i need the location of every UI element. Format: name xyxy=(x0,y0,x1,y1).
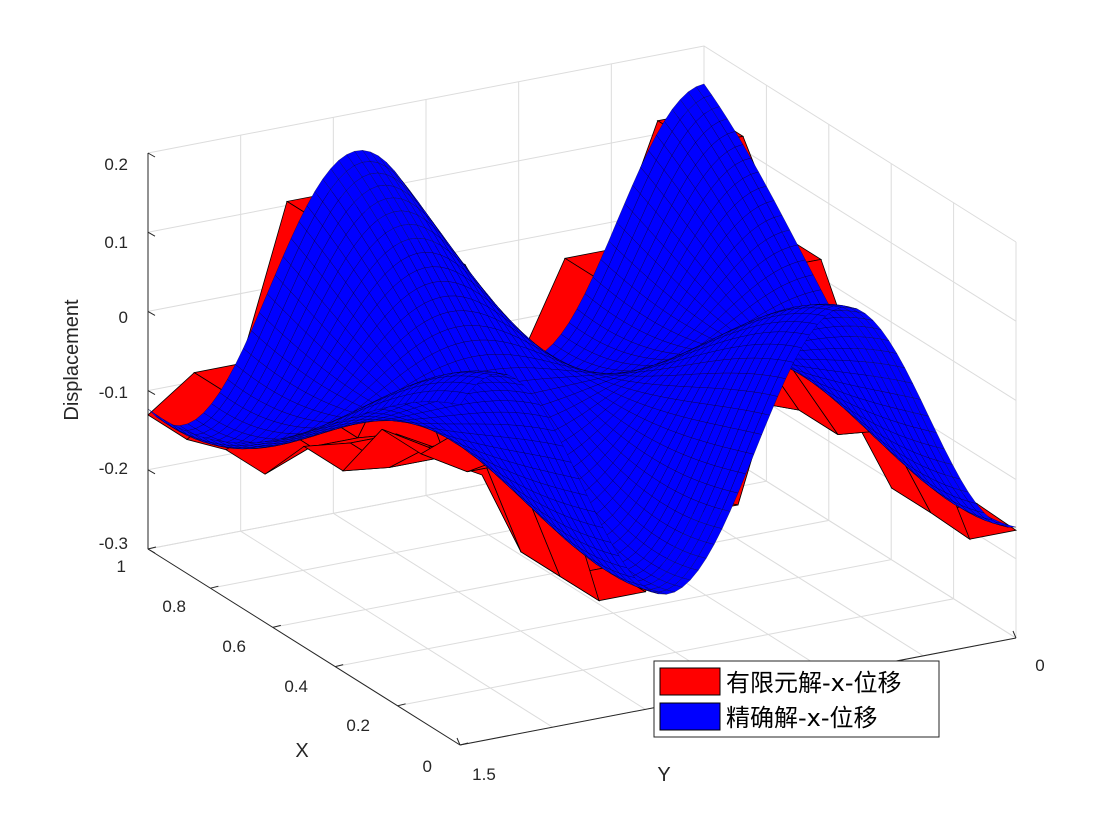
x-tick-mark xyxy=(147,546,157,550)
z-tick-label: 0.2 xyxy=(104,155,128,174)
z-tick-mark xyxy=(147,548,156,554)
x-tick-label: 0.2 xyxy=(346,716,370,735)
legend-label-exact: 精确解-x-位移 xyxy=(726,704,878,732)
x-tick-mark xyxy=(210,585,219,589)
legend-swatch-exact xyxy=(659,702,721,731)
z-tick-label: 0.1 xyxy=(104,233,128,252)
z-tick-label: -0.3 xyxy=(99,534,128,553)
x-tick-labels: 1 0.8 0.6 0.4 0.2 0 xyxy=(117,557,432,776)
y-axis-label: Y xyxy=(657,764,670,786)
grid-line xyxy=(240,135,553,728)
legend-swatch-fe xyxy=(659,667,721,696)
x-tick-label: 0.8 xyxy=(162,597,186,616)
x-tick-mark xyxy=(335,664,344,668)
z-tick-mark xyxy=(147,469,156,475)
x-tick-label: 0 xyxy=(423,757,432,776)
z-tick-mark xyxy=(147,231,156,237)
z-tick-labels: 0.2 0.1 0 -0.1 -0.2 -0.3 xyxy=(99,155,128,553)
y-tick-label: 1.5 xyxy=(472,765,496,784)
z-axis-label: Displacement xyxy=(61,299,83,421)
y-tick-label: 0 xyxy=(1035,656,1044,675)
z-tick-label: -0.2 xyxy=(99,459,128,478)
z-tick-label: 0 xyxy=(119,308,128,327)
z-tick-mark xyxy=(147,310,156,316)
x-tick-label: 0.4 xyxy=(284,677,308,696)
z-tick-mark xyxy=(147,152,156,158)
series-exact-surface xyxy=(147,83,1017,595)
y-tick-labels: 1.5 0 xyxy=(472,656,1045,784)
z-tick-label: -0.1 xyxy=(99,383,128,402)
z-tick-mark xyxy=(147,390,156,396)
y-tick-mark xyxy=(1012,630,1017,639)
x-tick-mark xyxy=(272,624,281,628)
y-tick-mark xyxy=(456,737,461,746)
legend-label-fe: 有限元解-x-位移 xyxy=(726,669,902,697)
exact-mesh-cell xyxy=(451,392,469,406)
x-axis-label: X xyxy=(295,740,308,762)
x-tick-mark xyxy=(397,703,406,707)
x-tick-label: 1 xyxy=(117,557,126,576)
x-tick-mark xyxy=(459,742,469,746)
legend: 有限元解-x-位移 精确解-x-位移 xyxy=(653,660,940,738)
x-axis-line xyxy=(147,548,461,746)
grid-line xyxy=(147,45,1017,243)
x-tick-label: 0.6 xyxy=(222,637,246,656)
